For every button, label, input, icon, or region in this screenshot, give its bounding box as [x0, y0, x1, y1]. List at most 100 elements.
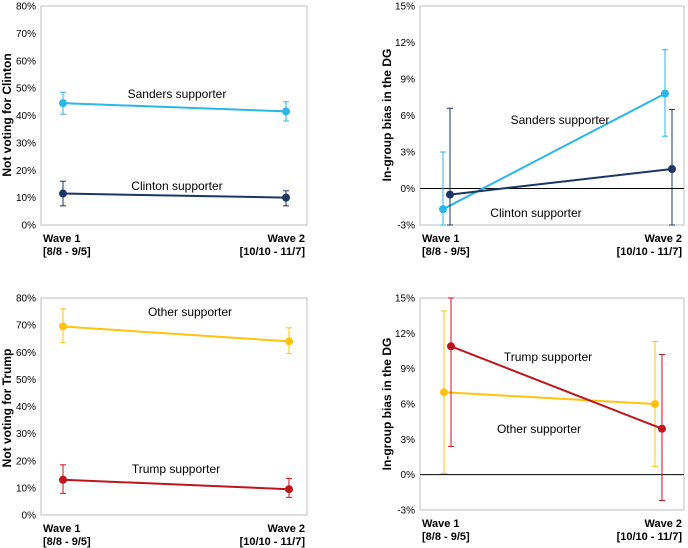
series-trump-supporter [447, 297, 666, 502]
y-tick-label: 50% [16, 375, 36, 386]
series-sanders-supporter [59, 91, 290, 122]
y-axis-label: In-group bias in the DG [380, 338, 394, 471]
series-label: Sanders supporter [511, 113, 610, 127]
x-tick-label: [8/8 - 9/5] [422, 531, 470, 543]
data-point [59, 189, 67, 198]
y-tick-label: -3% [397, 221, 415, 232]
y-tick-label: 0% [401, 470, 416, 481]
y-tick-label: 20% [16, 456, 36, 467]
series-line [443, 391, 656, 405]
y-tick-label: 10% [16, 193, 36, 204]
series-sanders-supporter [439, 49, 669, 226]
plot-frame [40, 297, 308, 516]
x-tick-label: Wave 1 [422, 233, 460, 245]
y-tick-label: 9% [401, 364, 416, 375]
data-point [59, 475, 67, 484]
y-tick-label: 70% [16, 29, 36, 40]
data-point [658, 424, 666, 433]
series-line [62, 102, 287, 113]
series-trump-supporter [59, 464, 293, 498]
y-tick-label: 15% [395, 294, 415, 305]
y-axis-label: In-group bias in the DG [380, 49, 394, 182]
y-tick-label: 3% [401, 148, 416, 159]
series-label: Trump supporter [504, 350, 592, 364]
series-clinton-supporter [446, 107, 676, 226]
data-point [59, 322, 67, 331]
data-point [439, 205, 447, 214]
x-tick-label: Wave 1 [43, 523, 81, 535]
y-tick-label: 0% [22, 511, 37, 522]
x-tick-label: [8/8 - 9/5] [422, 246, 470, 258]
y-tick-label: 6% [401, 111, 416, 122]
y-tick-label: 70% [16, 321, 36, 332]
series-label: Sanders supporter [128, 87, 227, 101]
data-point [285, 337, 293, 346]
y-tick-label: 20% [16, 166, 36, 177]
x-tick-label: [8/8 - 9/5] [43, 536, 91, 548]
data-point [661, 89, 669, 98]
x-tick-label: [8/8 - 9/5] [43, 246, 91, 258]
x-tick-label: Wave 2 [644, 518, 682, 530]
x-tick-label: [10/10 - 11/7] [617, 531, 683, 543]
y-tick-label: 80% [16, 2, 36, 13]
data-point [285, 485, 293, 494]
x-tick-label: Wave 1 [422, 518, 460, 530]
series-other-supporter [59, 308, 293, 355]
y-tick-label: 30% [16, 138, 36, 149]
x-tick-label: Wave 2 [267, 233, 305, 245]
data-point [668, 165, 676, 174]
x-tick-label: Wave 2 [644, 233, 682, 245]
series-label: Clinton supporter [490, 206, 581, 220]
chart-panel-top-right: -3% 0% 3% 6% 9% 12% 15% In-group bias in the DG… [380, 2, 685, 258]
series-line [450, 345, 663, 430]
y-tick-label: 40% [16, 111, 36, 122]
series-label: Trump supporter [132, 462, 220, 476]
plot-frame [419, 297, 685, 511]
y-tick-label: 6% [401, 400, 416, 411]
y-tick-label: 3% [401, 435, 416, 446]
data-point [59, 99, 67, 108]
series-other-supporter [440, 310, 659, 474]
series-clinton-supporter [59, 180, 290, 207]
y-tick-label: 12% [395, 38, 415, 49]
y-tick-label: 9% [401, 75, 416, 86]
y-tick-label: 60% [16, 56, 36, 67]
data-point [440, 388, 448, 397]
series-line [62, 325, 290, 343]
chart-panel-bottom-right: -3% 0% 3% 6% 9% 12% 15% In-group bias in the DG… [380, 294, 685, 543]
series-line [449, 168, 673, 196]
y-tick-label: 10% [16, 483, 36, 494]
series-line [62, 478, 290, 491]
y-tick-label: 60% [16, 348, 36, 359]
chart-panel-top-left: 0% 10% 20% 30% 40% 50% 60% 70% 80% Not voting for… [0, 2, 308, 258]
plot-frame [40, 5, 308, 226]
series-line [62, 192, 287, 199]
plot-frame [419, 5, 685, 226]
data-point [447, 342, 455, 351]
y-axis-label: Not voting for Clinton [0, 53, 14, 176]
x-tick-label: [10/10 - 11/7] [240, 536, 306, 548]
y-axis-label: Not voting for Trump [0, 349, 14, 468]
x-tick-label: [10/10 - 11/7] [617, 246, 683, 258]
y-tick-label: 40% [16, 402, 36, 413]
y-tick-label: 15% [395, 2, 415, 13]
data-point [282, 193, 290, 202]
y-tick-label: 0% [22, 221, 37, 232]
y-tick-label: 30% [16, 429, 36, 440]
y-tick-label: 80% [16, 294, 36, 305]
series-label: Other supporter [148, 305, 232, 319]
data-point [282, 107, 290, 116]
series-label: Other supporter [497, 422, 581, 436]
y-tick-label: 50% [16, 84, 36, 95]
data-point [446, 190, 454, 199]
y-tick-label: 0% [401, 184, 416, 195]
y-tick-label: -3% [397, 506, 415, 517]
x-tick-label: [10/10 - 11/7] [240, 246, 306, 258]
data-point [651, 400, 659, 408]
chart-panel-bottom-left: 0% 10% 20% 30% 40% 50% 60% 70% 80% Not voting for… [0, 294, 308, 548]
x-tick-label: Wave 2 [267, 523, 305, 535]
series-line [442, 92, 666, 211]
x-tick-label: Wave 1 [43, 233, 81, 245]
y-tick-label: 12% [395, 329, 415, 340]
